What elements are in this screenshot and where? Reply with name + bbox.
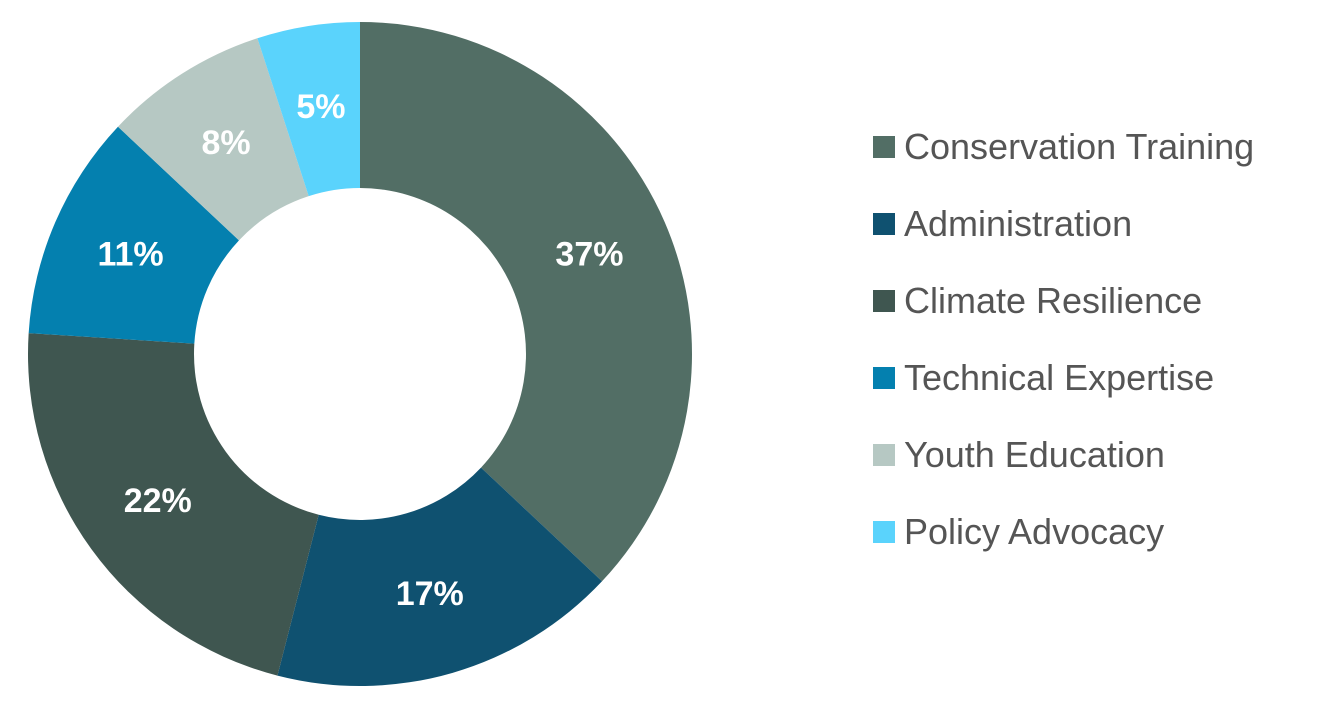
donut-slice-labels: 37% 17% 22% 11% 8% 5% xyxy=(97,88,623,613)
legend-item-conservation-training: Conservation Training xyxy=(873,108,1323,185)
legend-item-administration: Administration xyxy=(873,185,1323,262)
legend-swatch xyxy=(873,135,895,158)
legend-swatch xyxy=(873,443,895,466)
legend-item-youth-education: Youth Education xyxy=(873,416,1323,493)
slice-conservation-training xyxy=(360,22,692,582)
donut-slices xyxy=(28,22,692,686)
chart-legend: Conservation Training Administration Clima… xyxy=(873,108,1323,570)
legend-label: Administration xyxy=(904,202,1133,244)
slice-youth-education xyxy=(117,38,309,241)
slice-administration xyxy=(277,467,603,686)
slice-label-technical-expertise: 11% xyxy=(97,236,163,274)
slice-label-conservation-training: 37% xyxy=(555,236,623,274)
slice-climate-resilience xyxy=(28,333,319,676)
legend-item-technical-expertise: Technical Expertise xyxy=(873,339,1323,416)
legend-item-climate-resilience: Climate Resilience xyxy=(873,262,1323,339)
legend-label: Youth Education xyxy=(904,433,1165,475)
legend-item-policy-advocacy: Policy Advocacy xyxy=(873,493,1323,570)
slice-label-administration: 17% xyxy=(396,575,464,613)
legend-label: Policy Advocacy xyxy=(904,510,1165,552)
slice-label-climate-resilience: 22% xyxy=(124,482,192,520)
legend-swatch xyxy=(873,520,895,543)
legend-swatch xyxy=(873,212,895,235)
legend-label: Technical Expertise xyxy=(904,356,1215,398)
slice-policy-advocacy xyxy=(257,22,360,197)
legend-label: Climate Resilience xyxy=(904,279,1203,321)
legend-swatch xyxy=(873,289,895,312)
slice-technical-expertise xyxy=(28,126,239,344)
legend-label: Conservation Training xyxy=(904,125,1255,167)
legend-swatch xyxy=(873,366,895,389)
slice-label-policy-advocacy: 5% xyxy=(296,88,345,126)
slice-label-youth-education: 8% xyxy=(201,124,250,162)
